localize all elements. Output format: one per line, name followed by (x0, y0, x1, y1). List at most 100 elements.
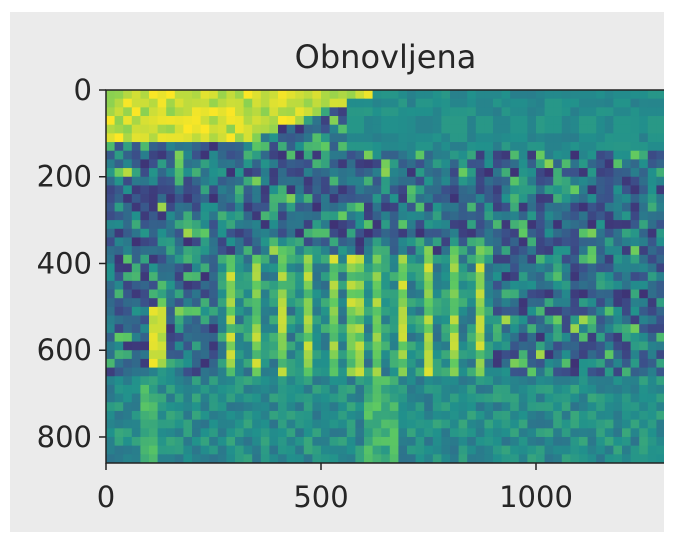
image-pixel (183, 211, 193, 221)
image-pixel (278, 445, 288, 455)
image-pixel (149, 324, 159, 334)
image-pixel (106, 384, 116, 395)
image-pixel (166, 107, 176, 117)
image-pixel (622, 315, 632, 325)
image-pixel (579, 90, 589, 100)
image-pixel (493, 315, 503, 325)
image-pixel (415, 202, 425, 213)
image-pixel (475, 341, 485, 351)
image-pixel (200, 445, 210, 455)
image-pixel (450, 428, 460, 438)
image-pixel (329, 237, 339, 247)
image-pixel (561, 246, 571, 256)
image-pixel (518, 280, 528, 291)
image-pixel (217, 237, 227, 247)
image-pixel (278, 428, 288, 438)
image-pixel (174, 454, 184, 463)
image-pixel (622, 133, 632, 143)
image-pixel (157, 90, 167, 100)
image-pixel (579, 246, 589, 256)
image-pixel (346, 428, 356, 438)
image-pixel (424, 194, 434, 204)
image-pixel (372, 228, 382, 239)
image-pixel (174, 254, 184, 265)
image-pixel (622, 436, 632, 447)
image-pixel (303, 376, 313, 386)
image-pixel (570, 246, 580, 256)
image-pixel (226, 168, 236, 178)
image-pixel (338, 98, 348, 108)
image-pixel (432, 90, 442, 100)
image-pixel (613, 211, 623, 221)
image-pixel (630, 289, 640, 299)
image-pixel (596, 280, 606, 291)
image-pixel (544, 454, 554, 463)
image-pixel (441, 376, 451, 386)
image-pixel (407, 272, 417, 282)
image-pixel (415, 116, 425, 126)
image-pixel (303, 237, 313, 247)
image-pixel (458, 176, 468, 187)
image-pixel (622, 350, 632, 360)
image-pixel (166, 428, 176, 438)
image-pixel (622, 419, 632, 429)
image-pixel (587, 168, 597, 178)
image-pixel (346, 159, 356, 169)
image-pixel (467, 211, 477, 221)
image-pixel (329, 263, 339, 273)
image-pixel (131, 402, 141, 412)
image-pixel (518, 133, 528, 143)
image-pixel (475, 367, 485, 377)
image-pixel (579, 107, 589, 117)
image-pixel (570, 445, 580, 455)
image-pixel (372, 246, 382, 256)
image-pixel (450, 341, 460, 351)
image-pixel (338, 124, 348, 134)
image-pixel (493, 454, 503, 463)
image-pixel (372, 185, 382, 195)
image-pixel (579, 445, 589, 455)
image-pixel (630, 228, 640, 239)
image-pixel (329, 341, 339, 351)
image-pixel (381, 376, 391, 386)
image-pixel (450, 410, 460, 421)
image-pixel (561, 194, 571, 204)
image-pixel (355, 254, 365, 265)
image-pixel (183, 419, 193, 429)
image-pixel (544, 150, 554, 160)
image-pixel (346, 246, 356, 256)
image-pixel (329, 376, 339, 386)
image-pixel (630, 194, 640, 204)
image-pixel (501, 133, 511, 143)
image-pixel (260, 384, 270, 395)
image-pixel (432, 350, 442, 360)
image-pixel (656, 237, 664, 247)
image-pixel (656, 428, 664, 438)
image-pixel (192, 176, 202, 187)
image-pixel (269, 107, 279, 117)
image-pixel (518, 376, 528, 386)
image-pixel (312, 176, 322, 187)
image-pixel (312, 194, 322, 204)
image-pixel (226, 358, 236, 369)
image-pixel (536, 315, 546, 325)
image-pixel (338, 298, 348, 308)
image-pixel (398, 220, 408, 230)
y-tick-label: 400 (37, 246, 92, 280)
image-pixel (106, 98, 116, 108)
image-pixel (587, 228, 597, 239)
image-pixel (613, 350, 623, 360)
image-pixel (372, 358, 382, 369)
image-pixel (527, 358, 537, 369)
image-pixel (656, 419, 664, 429)
image-pixel (381, 211, 391, 221)
image-pixel (149, 341, 159, 351)
image-pixel (252, 384, 262, 395)
image-pixel (656, 211, 664, 221)
image-pixel (630, 454, 640, 463)
image-pixel (613, 306, 623, 317)
image-pixel (587, 358, 597, 369)
image-pixel (613, 315, 623, 325)
image-pixel (372, 237, 382, 247)
image-pixel (372, 298, 382, 308)
